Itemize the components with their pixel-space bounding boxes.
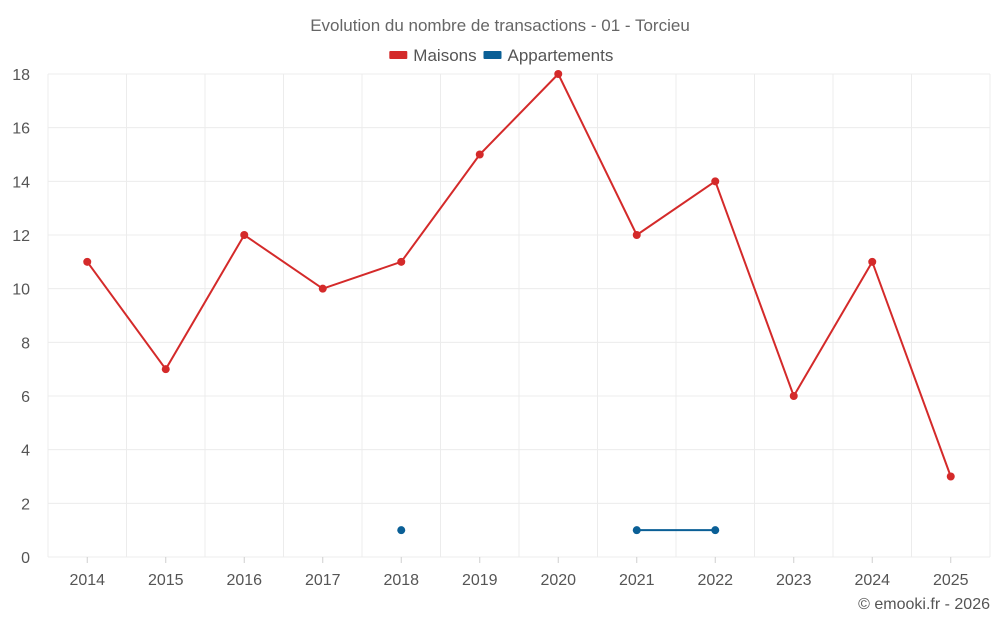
x-tick-label: 2021	[619, 572, 655, 589]
y-tick-label: 18	[12, 67, 30, 84]
data-point	[554, 70, 563, 78]
x-tick-label: 2015	[148, 572, 184, 589]
y-tick-label: 8	[21, 335, 30, 352]
x-tick-label: 2014	[69, 572, 105, 589]
legend-swatch	[483, 51, 502, 59]
y-tick-label: 6	[21, 389, 30, 406]
x-tick-label: 2018	[383, 572, 419, 589]
x-tick-label: 2016	[226, 572, 262, 589]
x-tick-label: 2020	[540, 572, 576, 589]
legend-item-maisons: Maisons	[389, 46, 477, 65]
data-point	[711, 526, 720, 535]
x-tick-label: 2025	[933, 572, 969, 589]
y-tick-label: 4	[21, 443, 30, 460]
legend-swatch	[389, 51, 408, 59]
credit-text: © emooki.fr - 2026	[858, 596, 990, 613]
legend-label: Maisons	[413, 46, 476, 65]
series-appartements	[397, 526, 720, 535]
data-point	[789, 392, 798, 400]
x-tick-label: 2023	[776, 572, 812, 589]
data-point	[475, 150, 484, 159]
y-tick-label: 16	[12, 121, 30, 138]
y-axis: 0 2 4 6 8 10 12 14 16 18	[12, 67, 30, 567]
x-tick-label: 2019	[462, 572, 498, 589]
data-point	[711, 177, 720, 186]
legend-label: Appartements	[508, 46, 614, 65]
x-tick-label: 2017	[305, 572, 341, 589]
x-tick-label: 2022	[697, 572, 733, 589]
data-point	[161, 365, 170, 374]
y-tick-label: 2	[21, 496, 30, 513]
x-axis: 2014 2015 2016 2017 2018 2019 2020 2021 2022 2023…	[69, 557, 969, 589]
data-point	[318, 284, 327, 293]
legend-item-appartements: Appartements	[483, 46, 614, 65]
y-tick-label: 0	[21, 550, 30, 567]
x-tick-label: 2024	[854, 572, 890, 589]
y-tick-label: 14	[12, 174, 30, 191]
data-point	[83, 257, 92, 266]
data-point	[632, 526, 641, 535]
data-point	[397, 526, 406, 535]
data-point	[632, 231, 641, 239]
gridlines	[47, 73, 991, 558]
data-point	[946, 472, 955, 481]
data-point	[397, 257, 406, 266]
series-layer	[83, 70, 955, 535]
y-tick-label: 10	[12, 282, 30, 299]
series-maisons	[83, 70, 955, 481]
data-point	[240, 231, 249, 239]
y-tick-label: 12	[12, 228, 30, 245]
legend: Maisons Appartements	[389, 46, 613, 65]
data-point	[868, 257, 877, 266]
series-line	[86, 72, 952, 477]
chart-title: Evolution du nombre de transactions - 01…	[310, 16, 690, 35]
